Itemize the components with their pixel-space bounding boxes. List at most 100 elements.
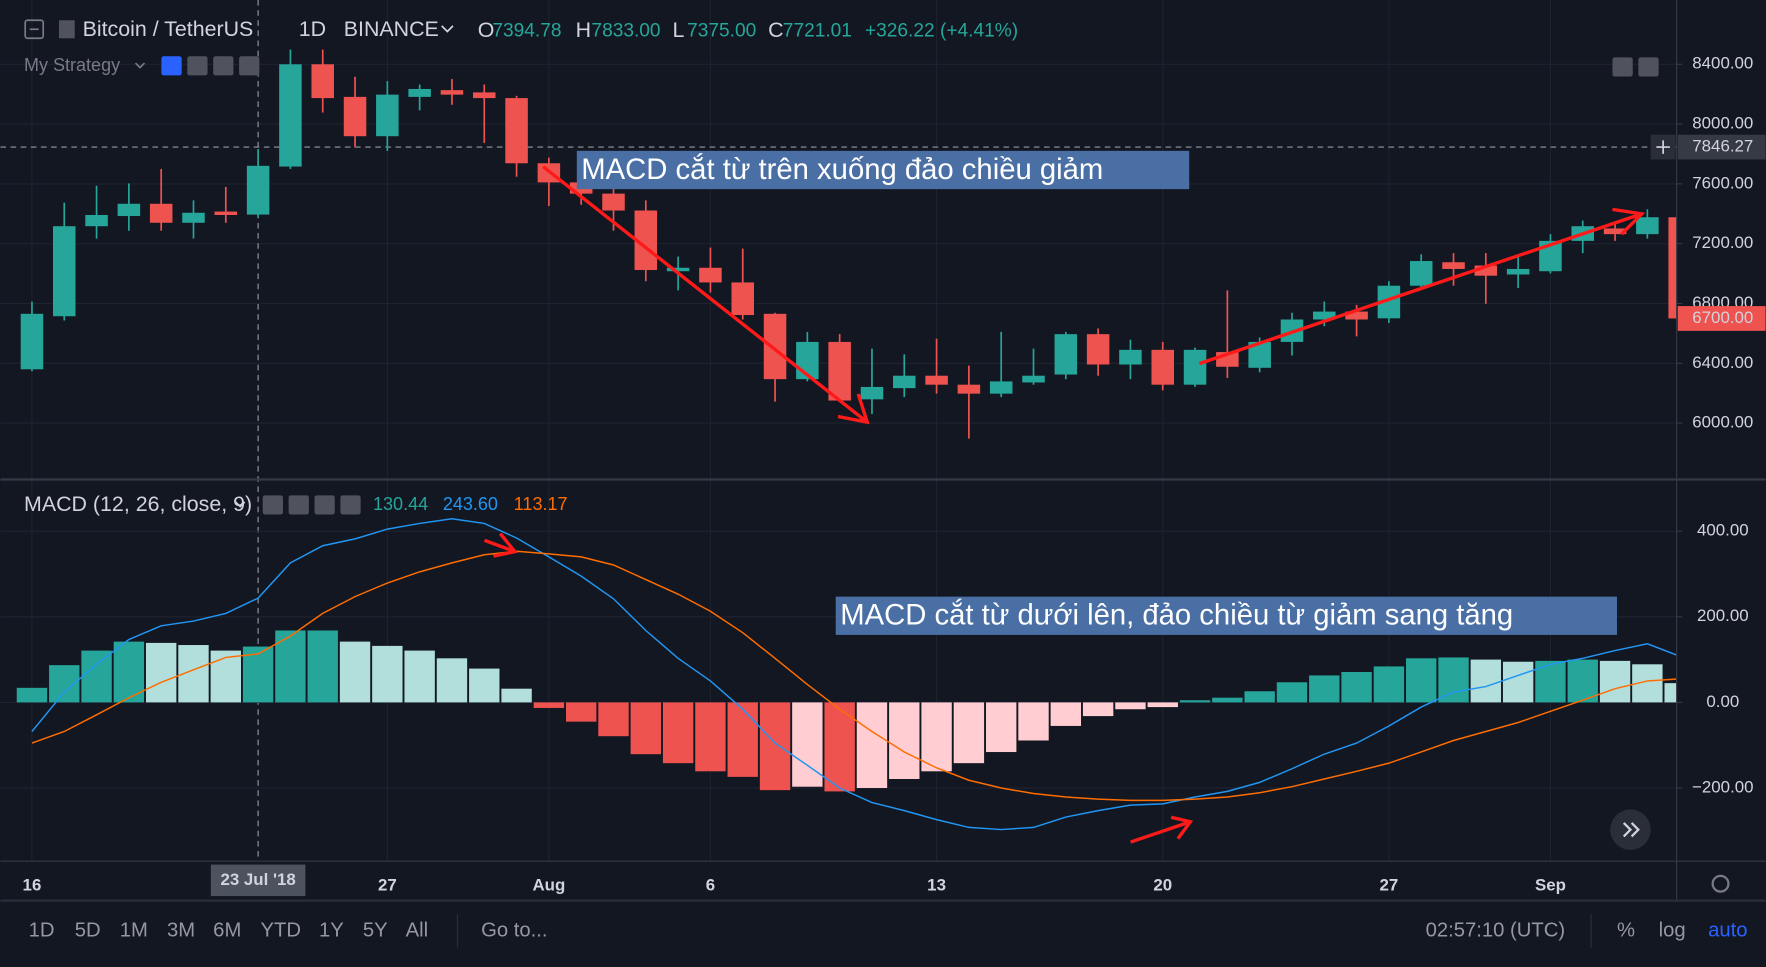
last-price-label: 6700.00 — [1692, 308, 1753, 327]
range-button[interactable]: 1Y — [319, 919, 344, 941]
settings-gear[interactable] — [1711, 874, 1730, 893]
settings-icon[interactable] — [187, 56, 208, 76]
pane-up-icon[interactable] — [1638, 57, 1659, 77]
candle-body — [1636, 217, 1659, 235]
x-tick-label: 20 — [1153, 875, 1172, 894]
settings-icon[interactable] — [288, 495, 309, 515]
symbol[interactable]: Bitcoin / TetherUS — [83, 17, 254, 41]
range-button[interactable]: 6M — [213, 919, 241, 941]
histogram-bar — [1502, 661, 1534, 703]
histogram-bar — [1276, 682, 1308, 703]
dropdown-icon[interactable] — [134, 62, 146, 69]
macd-line — [31, 517, 1677, 831]
y-tick-label: 7600.00 — [1692, 173, 1753, 192]
histogram-bar — [307, 630, 338, 703]
crosshair-time-box — [210, 864, 306, 897]
signal-value: 113.17 — [514, 494, 568, 514]
annotation-box — [576, 150, 1190, 190]
range-button[interactable]: 1M — [120, 919, 148, 941]
y-tick-label: 400.00 — [1697, 521, 1749, 540]
collapse-icon[interactable] — [24, 19, 45, 40]
crosshair-price-box — [1677, 134, 1766, 160]
x-tick-label: 16 — [23, 875, 42, 894]
arrows — [483, 165, 1646, 844]
exchange: BINANCE — [344, 17, 439, 41]
histogram-bar — [921, 702, 952, 772]
macd-line — [31, 550, 1677, 802]
macd-value: 243.60 — [443, 494, 498, 514]
percent-toggle[interactable]: % — [1617, 919, 1635, 941]
candle-body — [85, 214, 108, 227]
auto-toggle[interactable]: auto — [1708, 919, 1747, 941]
candle-body — [893, 375, 916, 389]
visibility-icon[interactable] — [161, 56, 182, 76]
x-tick-label: 27 — [1380, 875, 1399, 894]
annotation-box — [835, 596, 1617, 635]
histogram-bar — [695, 702, 726, 772]
histogram-bar — [436, 658, 468, 703]
candle-body — [182, 212, 205, 223]
histogram-bar — [986, 702, 1017, 753]
indicator-title[interactable]: MACD (12, 26, close, 9) — [24, 492, 252, 516]
histogram-bar — [372, 645, 403, 703]
price-pane — [20, 49, 1677, 439]
histogram-bar — [339, 641, 371, 703]
annotation-text: MACD cắt từ dưới lên, đảo chiều từ giảm … — [840, 599, 1513, 632]
histogram-bar — [533, 702, 565, 708]
range-button[interactable]: YTD — [260, 919, 301, 941]
histogram-bar — [792, 702, 823, 787]
candle-body — [1409, 261, 1433, 286]
source-icon[interactable] — [213, 56, 234, 76]
histogram-bar — [1179, 700, 1211, 703]
remove-icon[interactable] — [239, 56, 260, 76]
histogram-bar — [1470, 659, 1502, 703]
candle-body — [505, 98, 528, 164]
candle-body — [1345, 311, 1368, 320]
x-tick-label: 6 — [706, 875, 715, 894]
histogram-bar — [1115, 702, 1146, 710]
remove-icon[interactable] — [340, 495, 361, 515]
candle-body — [763, 313, 787, 380]
candle-body — [1119, 349, 1142, 365]
histogram-bar — [501, 688, 532, 703]
candle-body — [53, 226, 76, 317]
histogram-bar — [1309, 675, 1340, 703]
macd-pane — [16, 517, 1677, 831]
range-button[interactable]: 1D — [29, 919, 55, 941]
range-button[interactable]: 5Y — [363, 919, 388, 941]
candle-body — [440, 90, 464, 95]
range-button[interactable]: 3M — [167, 919, 195, 941]
histogram-bar — [1664, 683, 1677, 703]
source-icon[interactable] — [314, 495, 335, 515]
histogram-bar — [210, 650, 241, 703]
interval[interactable]: 1D — [299, 17, 326, 41]
y-tick-label: 6000.00 — [1692, 413, 1753, 432]
histogram-bar — [404, 650, 435, 703]
close-label: C — [768, 18, 783, 42]
candle-body — [311, 64, 334, 99]
candle-body — [1506, 268, 1530, 275]
histogram-bar — [662, 702, 694, 764]
candle-body — [1313, 311, 1336, 320]
crosshair-time-label: 23 Jul '18 — [220, 870, 295, 889]
range-button[interactable]: All — [406, 919, 429, 941]
dropdown-icon[interactable] — [235, 501, 246, 508]
visibility-icon[interactable] — [262, 495, 283, 515]
candle-body — [214, 211, 238, 215]
histogram-bar — [727, 702, 758, 777]
log-toggle[interactable]: log — [1659, 919, 1686, 941]
strategy-name[interactable]: My Strategy — [24, 55, 120, 75]
goto-button[interactable]: Go to... — [481, 919, 547, 941]
x-tick-label: 27 — [378, 875, 397, 894]
candle-body — [731, 282, 754, 316]
pane-down-icon[interactable] — [1612, 57, 1633, 77]
down-arrow — [541, 165, 870, 425]
cross-arrow — [483, 532, 518, 558]
histogram-bar — [1018, 702, 1049, 741]
range-button[interactable]: 5D — [75, 919, 101, 941]
candle-body — [1603, 228, 1627, 235]
candle-body — [1474, 265, 1498, 276]
candle-body — [925, 375, 948, 385]
dropdown-icon[interactable] — [441, 25, 454, 33]
candle-body — [1086, 334, 1110, 365]
